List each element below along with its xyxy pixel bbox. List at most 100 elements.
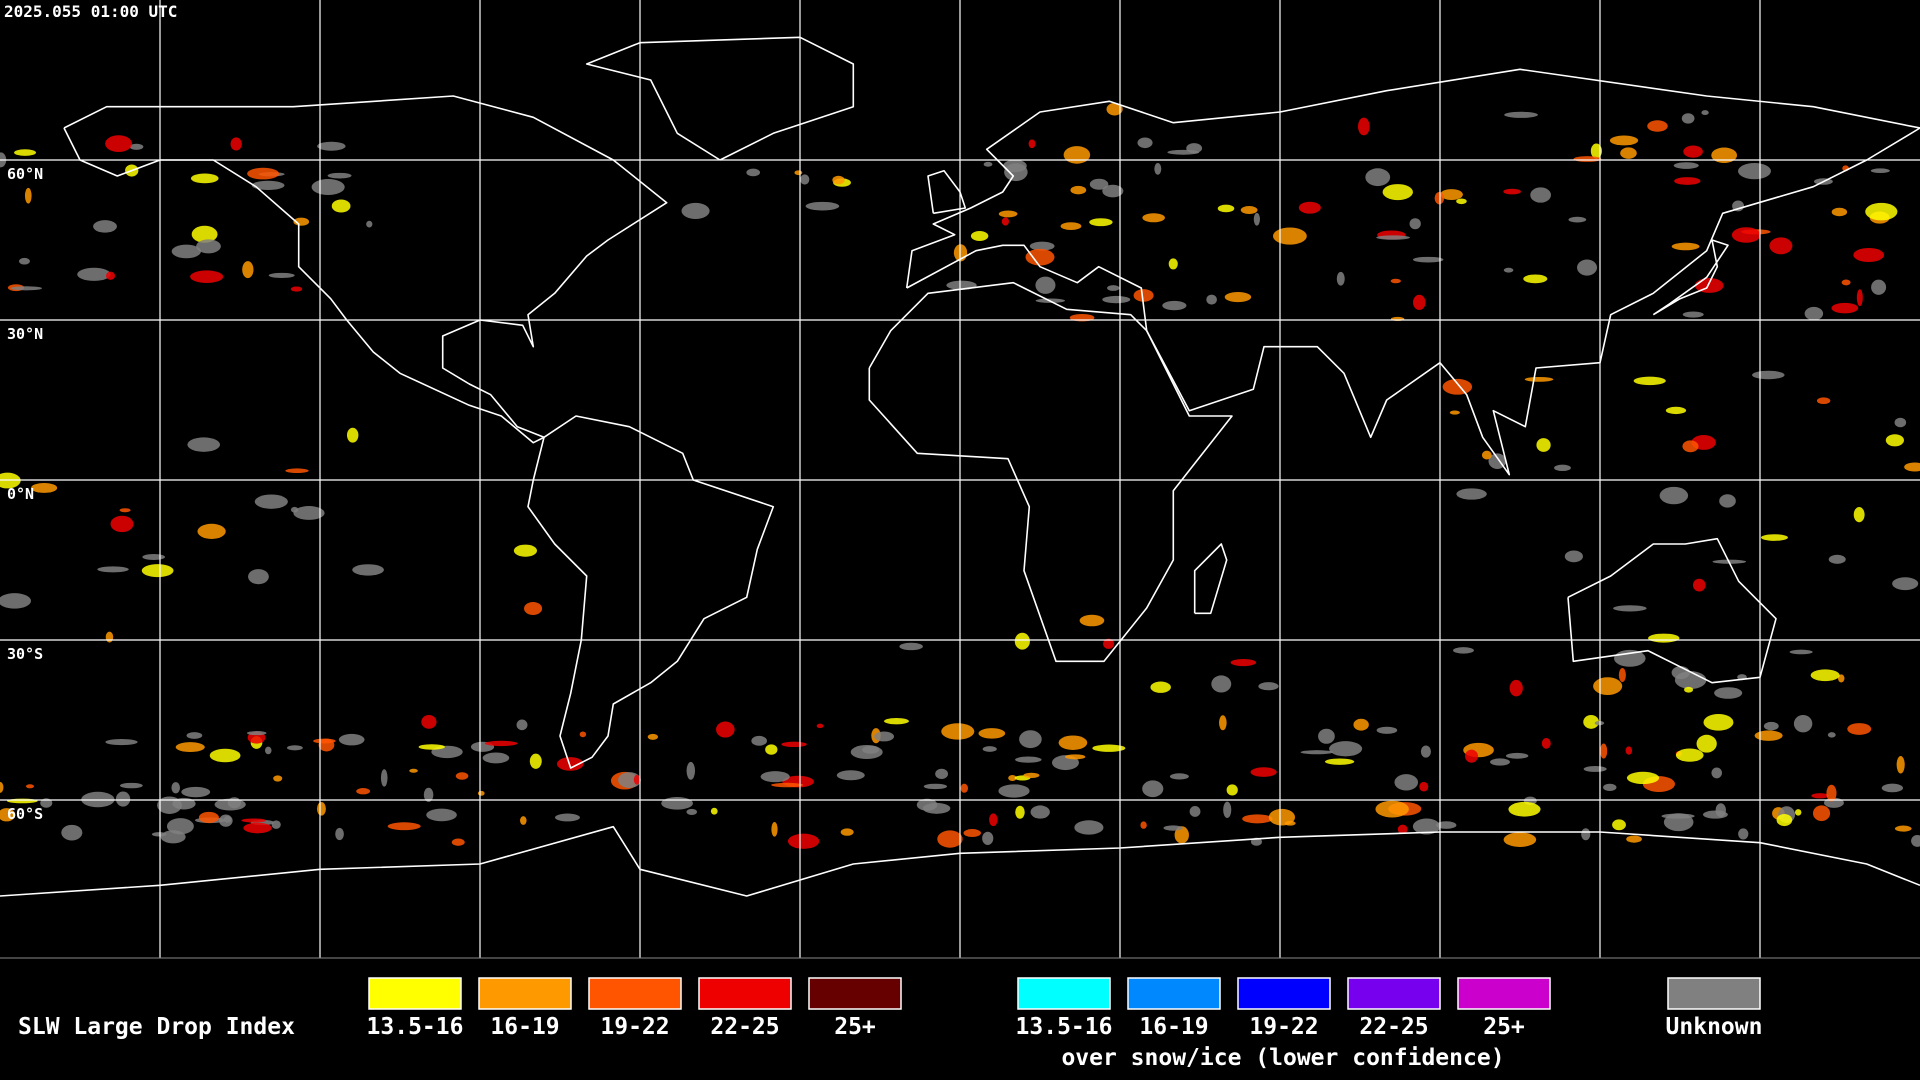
cloud-patch [1603,783,1617,792]
cloud-patch [1769,237,1793,255]
cloud-patch [455,772,469,780]
cloud-patch [10,286,43,291]
cloud-patch [268,272,295,278]
cloud-patch [556,757,584,771]
legend-swatch [368,977,462,1010]
cloud-field [0,102,1920,849]
cloud-patch [1853,247,1885,263]
cloud-patch [1226,784,1238,796]
cloud-patch [1065,754,1086,760]
cloud-patch [1413,294,1426,310]
cloud-patch [327,172,352,179]
cloud-patch [1577,259,1598,276]
cloud-patch [874,731,895,742]
cloud-patch [1847,723,1872,735]
legend-label: 25+ [1483,1014,1525,1040]
cloud-patch [633,774,641,785]
cloud-patch [409,768,418,773]
cloud-patch [1841,279,1851,286]
cloud-patch [1794,809,1802,816]
cloud-patch [1618,668,1626,683]
cloud-patch [1390,278,1401,284]
cloud-patch [352,564,384,576]
cloud-patch [1827,732,1836,738]
cloud-patch [186,732,203,739]
cloud-patch [1692,578,1706,592]
cloud-patch [1240,206,1258,214]
cloud-patch [554,813,580,822]
cloud-patch [1169,773,1189,780]
cloud-patch [1412,818,1441,835]
cloud-patch [214,798,246,811]
cloud-patch [0,808,16,822]
cloud-patch [686,808,698,815]
legend-label: Unknown [1666,1014,1763,1040]
cloud-patch [1675,748,1704,762]
cloud-patch [1625,746,1633,755]
cloud-patch [1008,775,1017,781]
cloud-patch [25,784,35,789]
cloud-patch [1583,714,1599,729]
cloud-patch [197,523,226,540]
cloud-patch [1828,554,1846,564]
cloud-patch [1593,677,1623,696]
cloud-patch [190,270,224,284]
cloud-patch [1665,406,1687,415]
cloud-patch [451,838,465,846]
cloud-patch [421,714,437,729]
cloud-patch [6,798,38,804]
cloud-patch [1142,780,1164,798]
cloud-patch [1453,647,1474,654]
legend-swatch [1667,977,1761,1010]
cloud-patch [579,731,587,738]
legend-swatch [808,977,902,1010]
cloud-patch [1102,184,1124,198]
cloud-patch [1620,147,1637,159]
cloud-patch [171,244,202,259]
cloud-patch [293,506,325,520]
cloud-patch [1594,721,1605,726]
cloud-patch [1674,177,1701,185]
cloud-patch [982,831,994,845]
cloud-patch [243,822,272,834]
legend-label: 16-19 [1139,1014,1208,1040]
cloud-patch [516,719,528,731]
cloud-patch [922,802,951,814]
cloud-patch [61,824,83,841]
cloud-patch [1167,149,1200,155]
lat-label: 30°S [7,645,43,663]
cloud-patch [1211,675,1232,693]
cloud-patch [1793,715,1813,733]
cloud-patch [1826,784,1837,802]
cloud-patch [1318,728,1335,744]
cloud-patch [1015,756,1042,763]
cloud-patch [1673,162,1699,169]
cloud-patch [1701,110,1709,116]
cloud-patch [1150,681,1171,693]
cloud-patch [1683,145,1703,158]
cloud-patch [172,797,196,810]
cloud-patch [963,829,982,838]
cloud-patch [1508,801,1541,817]
cloud-patch [899,642,923,651]
lat-label: 60°S [7,805,43,823]
cloud-patch [1137,137,1153,149]
cloud-patch [1490,758,1510,766]
cloud-patch [1015,805,1025,819]
cloud-patch [1659,486,1689,505]
lat-label: 60°N [7,165,43,183]
cloud-patch [1633,376,1666,386]
cloud-patch [1696,734,1717,753]
cloud-patch [171,782,180,794]
cloud-patch [1870,168,1890,173]
cloud-patch [716,721,735,738]
cloud-patch [105,631,114,643]
legend-label: 25+ [834,1014,876,1040]
cloud-patch [241,818,267,823]
cloud-patch [273,775,283,782]
cloud-patch [832,175,845,185]
cloud-patch [529,753,542,769]
cloud-patch [1684,686,1694,693]
cloud-patch [1324,758,1355,765]
